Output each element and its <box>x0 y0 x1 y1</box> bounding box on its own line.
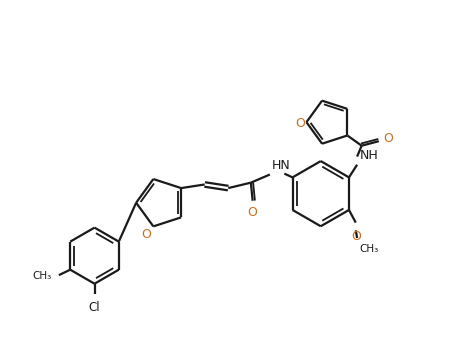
Text: CH₃: CH₃ <box>32 272 51 282</box>
Text: NH: NH <box>359 149 377 162</box>
Text: HN: HN <box>272 159 290 172</box>
Text: CH₃: CH₃ <box>358 244 377 254</box>
Text: O: O <box>383 132 392 145</box>
Text: O: O <box>247 206 257 219</box>
Text: O: O <box>141 228 151 241</box>
Text: O: O <box>294 117 304 130</box>
Text: O: O <box>350 230 360 243</box>
Text: Cl: Cl <box>89 301 100 314</box>
